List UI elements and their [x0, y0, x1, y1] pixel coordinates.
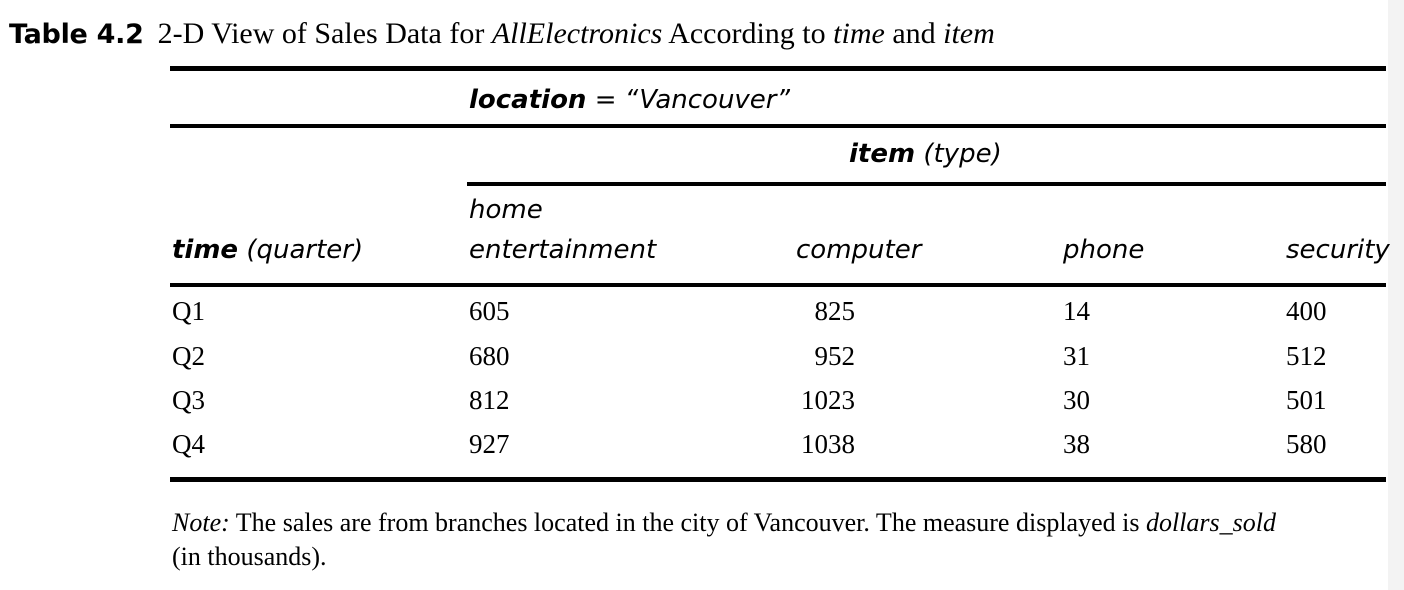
title-part-italic: item [943, 17, 995, 50]
security-cell: 580 [1286, 429, 1327, 459]
note-text-end: (in thousands). [172, 542, 327, 571]
note-measure: dollars_sold [1145, 508, 1276, 537]
top-rule [170, 66, 1386, 71]
header-rule [170, 283, 1386, 287]
equals-sign: = [594, 85, 617, 115]
phone-cell: 38 [1063, 429, 1090, 459]
phone-cell: 31 [1063, 341, 1090, 371]
item-unit: (type) [923, 139, 1002, 169]
location-header: location = “Vancouver” [469, 83, 790, 117]
table-number: Table 4.2 [9, 19, 144, 50]
phone-cell: 30 [1063, 385, 1090, 415]
computer-cell: 1023 [801, 385, 855, 415]
title-part: According to [668, 17, 826, 50]
bottom-rule [170, 477, 1386, 482]
location-label: location [469, 85, 587, 115]
time-unit: (quarter) [246, 235, 364, 265]
title-part-italic: AllElectronics [491, 17, 663, 50]
item-header: item (type) [849, 137, 1002, 171]
security-cell: 400 [1286, 296, 1327, 326]
title-part: 2-D View of Sales Data for [157, 17, 485, 50]
title-part-italic: time [833, 17, 885, 50]
home-entertainment-cell: 680 [469, 341, 510, 371]
location-value: “Vancouver” [624, 85, 790, 115]
item-label: item [849, 139, 916, 169]
location-rule [170, 124, 1386, 128]
col-header-home-line1: home [469, 195, 543, 225]
computer-cell: 825 [814, 296, 856, 326]
quarter-cell: Q3 [172, 385, 205, 415]
phone-cell: 14 [1063, 296, 1090, 326]
computer-cell: 1038 [801, 429, 855, 459]
computer-cell: 952 [814, 341, 856, 371]
quarter-cell: Q4 [172, 429, 205, 459]
security-cell: 512 [1286, 341, 1327, 371]
table-title: 2-D View of Sales Data for AllElectronic… [158, 17, 995, 50]
security-cell: 501 [1286, 385, 1327, 415]
note-label: Note: [172, 508, 230, 537]
col-header-phone: phone [1063, 235, 1145, 265]
table-caption: Table 4.2 2-D View of Sales Data for AllE… [9, 14, 995, 54]
quarter-cell: Q1 [172, 296, 205, 326]
quarter-cell: Q2 [172, 341, 205, 371]
time-label: time [172, 235, 239, 265]
title-part: and [892, 17, 936, 50]
home-entertainment-cell: 605 [469, 296, 510, 326]
home-entertainment-cell: 927 [469, 429, 510, 459]
col-header-security: security [1286, 235, 1390, 265]
scroll-edge [1388, 0, 1404, 590]
col-header-computer: computer [796, 235, 922, 265]
item-rule [467, 182, 1386, 186]
table-note: Note: The sales are from branches locate… [172, 506, 1387, 574]
note-text: The sales are from branches located in t… [235, 508, 1140, 537]
row-header-time: time (quarter) [172, 233, 363, 267]
home-entertainment-cell: 812 [469, 385, 510, 415]
col-header-home-line2: entertainment [469, 235, 657, 265]
